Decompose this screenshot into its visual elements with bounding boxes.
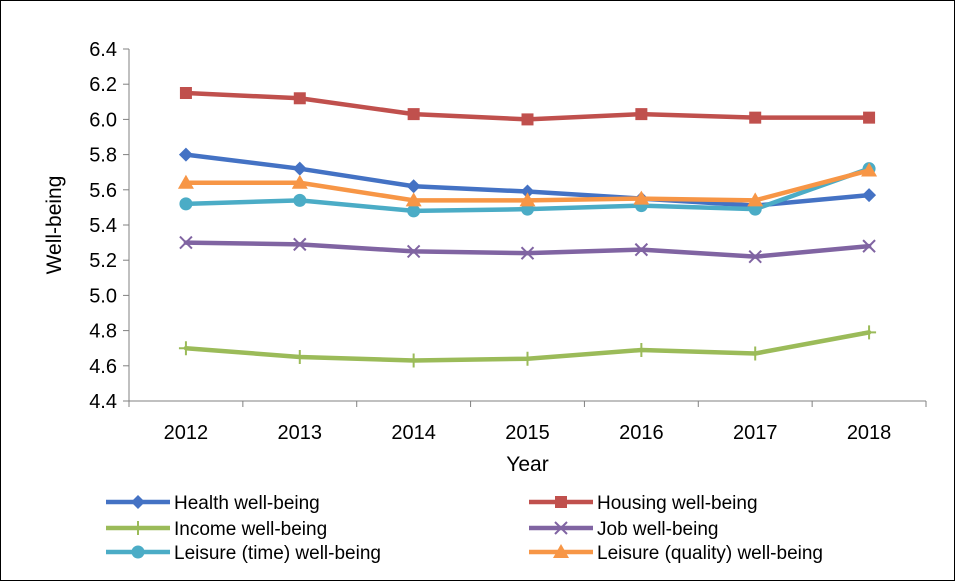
legend-item: Housing well-being <box>529 493 758 514</box>
legend-marker <box>131 545 145 559</box>
legend-marker <box>131 521 145 535</box>
y-tick-label: 4.6 <box>89 356 117 378</box>
x-tick-label: 2015 <box>505 422 550 444</box>
legend-label: Health well-being <box>174 493 320 514</box>
legend-item: Leisure (time) well-being <box>106 543 381 564</box>
legend-label: Housing well-being <box>597 493 758 514</box>
legend-item: Income well-being <box>106 519 327 540</box>
x-tick-label: 2016 <box>619 422 664 444</box>
data-point <box>177 174 194 189</box>
data-point <box>292 161 307 176</box>
data-point <box>520 351 535 366</box>
x-axis-title: Year <box>506 453 548 476</box>
legend-marker <box>554 521 568 535</box>
y-tick-label: 4.4 <box>89 391 117 413</box>
data-point <box>293 193 307 207</box>
y-axis-title: Well-being <box>43 176 66 275</box>
data-point <box>748 249 762 264</box>
data-point <box>520 246 535 260</box>
data-point <box>179 87 192 99</box>
x-tick-label: 2014 <box>391 422 436 444</box>
data-point <box>862 325 877 340</box>
data-point <box>633 190 650 205</box>
data-point <box>863 111 876 124</box>
data-point <box>521 113 534 126</box>
data-point <box>405 192 422 207</box>
series-2 <box>178 325 877 368</box>
y-tick-label: 5.8 <box>89 145 117 167</box>
data-point <box>406 179 421 194</box>
legend-marker <box>553 544 569 558</box>
data-point <box>178 147 193 162</box>
data-point <box>634 342 649 357</box>
data-point <box>407 204 421 218</box>
data-point <box>293 237 307 252</box>
data-point <box>747 192 764 207</box>
y-tick-label: 4.8 <box>89 321 117 343</box>
series-1 <box>179 87 876 126</box>
data-point <box>179 235 193 250</box>
data-point <box>520 184 535 199</box>
x-tick-label: 2017 <box>733 422 778 444</box>
legend-label: Income well-being <box>174 519 327 540</box>
data-point <box>406 353 421 368</box>
y-tick-label: 5.6 <box>89 180 117 202</box>
legend: Health well-being Housing well-being Incom… <box>106 493 823 564</box>
y-tick-label: 6.4 <box>89 39 117 61</box>
data-point <box>291 174 308 189</box>
data-point <box>634 242 649 257</box>
series-5 <box>177 162 878 207</box>
legend-marker <box>131 495 145 509</box>
legend-item: Health well-being <box>106 493 320 514</box>
data-point <box>749 111 762 124</box>
legend-label: Leisure (time) well-being <box>174 543 381 564</box>
series-3 <box>179 235 876 264</box>
legend-item: Job well-being <box>529 519 718 540</box>
data-point <box>407 108 420 121</box>
series-lines <box>177 87 878 368</box>
data-point <box>178 341 193 356</box>
x-tick-label: 2013 <box>278 422 323 444</box>
data-point <box>861 162 878 177</box>
data-point <box>862 239 876 253</box>
y-tick-label: 6.2 <box>89 74 117 96</box>
legend-marker <box>555 496 567 508</box>
data-point <box>748 346 763 361</box>
data-point <box>292 350 307 364</box>
y-tick-label: 5.0 <box>89 285 117 307</box>
y-tick-label: 5.2 <box>89 250 117 272</box>
legend-item: Leisure (quality) well-being <box>529 543 823 564</box>
data-point <box>862 188 877 203</box>
data-point <box>519 192 536 207</box>
data-point <box>293 92 306 105</box>
x-tick-label: 2018 <box>847 422 892 444</box>
x-tick-label: 2012 <box>164 422 209 444</box>
y-tick-label: 6.0 <box>89 109 117 131</box>
data-point <box>635 108 648 121</box>
axes: 4.4 4.6 4.8 5.0 5.2 5.4 5.6 5.8 6.0 6.2 6.4 2012 201… <box>43 39 927 476</box>
data-point <box>179 197 193 211</box>
legend-label: Leisure (quality) well-being <box>597 543 823 564</box>
y-tick-label: 5.4 <box>89 215 117 237</box>
legend-label: Job well-being <box>597 519 718 540</box>
data-point <box>406 244 421 259</box>
